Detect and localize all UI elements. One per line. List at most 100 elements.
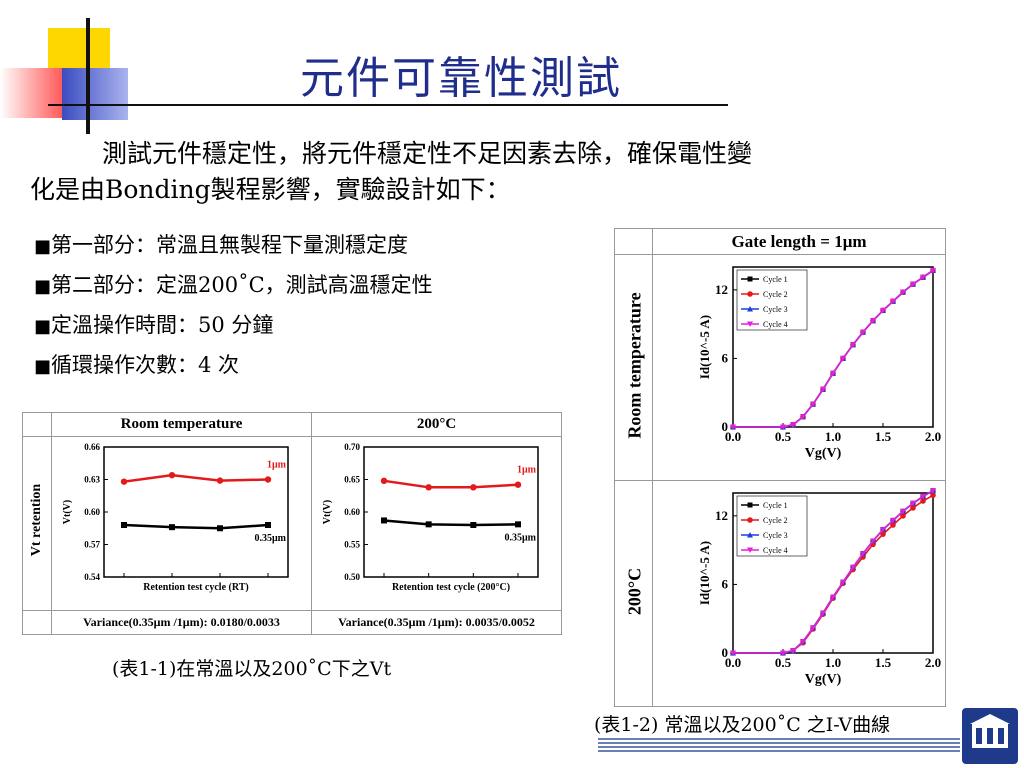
deco-vertical-line [86, 18, 90, 134]
y-tick-label: 6 [722, 576, 729, 591]
series-line [123, 473, 269, 483]
table1-caption: (表1-1)在常溫以及200˚C下之Vt [112, 658, 392, 680]
list-item: ■第二部分：定溫200˚C，測試高溫穩定性 [34, 266, 433, 306]
data-point [747, 306, 753, 312]
data-point [900, 513, 906, 519]
data-point [810, 625, 816, 631]
data-point [380, 477, 388, 484]
data-point [747, 517, 753, 523]
x-tick-label: 1.5 [875, 429, 892, 444]
y-axis-label: Vt(V) [62, 500, 73, 524]
bullet-text: 第一部分：常溫且無製程下量測穩定度 [51, 233, 409, 257]
data-point [900, 289, 906, 296]
data-point [470, 484, 477, 491]
data-point [425, 484, 432, 491]
legend-label: Cycle 1 [763, 501, 788, 510]
table-corner-cell [22, 610, 52, 635]
legend-label: Cycle 2 [763, 290, 788, 299]
legend-label: Cycle 3 [763, 305, 788, 314]
intro-line-2: 化是由Bonding製程影響，實驗設計如下： [30, 175, 511, 204]
data-point [264, 476, 272, 483]
iv-200c-chart: 0.0 0.5 1.0 1.5 2.0 0 6 12 Vg(V) Id(10^-5 A) Cycle… [697, 487, 941, 687]
y-tick-label: 0 [722, 645, 729, 660]
deco-red-block [0, 68, 62, 118]
y-tick-label: 12 [715, 282, 728, 297]
building-icon [970, 714, 1010, 748]
y-axis-label: Vt(V) [322, 500, 333, 524]
list-item: ■第一部分：常溫且無製程下量測穩定度 [34, 226, 433, 266]
bullet-marker: ■ [34, 276, 52, 297]
series-line [383, 479, 519, 489]
data-point [730, 650, 736, 656]
vt-retention-table: Room temperature 200°C Vt retention 0.54… [22, 412, 562, 635]
legend-label: Cycle 2 [763, 516, 788, 525]
data-point [514, 481, 522, 488]
y-axis-label: Id(10^-5 A) [697, 315, 712, 379]
data-point [920, 493, 926, 500]
data-point [850, 564, 856, 571]
data-point [780, 650, 786, 656]
data-point [730, 424, 736, 430]
x-tick-label: 1.5 [875, 655, 892, 670]
series-label: 1μm [267, 460, 287, 471]
row-label-room-temperature: Room temperature [624, 292, 645, 439]
y-tick-label: 0.63 [84, 475, 100, 485]
data-point [900, 508, 906, 515]
data-point [470, 522, 477, 528]
data-point [890, 298, 896, 305]
header-200c: 200°C [311, 412, 562, 437]
x-tick-label: 1.0 [825, 655, 841, 670]
data-point [860, 329, 866, 336]
bullet-text: 第二部分：定溫200˚C，測試高溫穩定性 [51, 273, 433, 297]
slide-title: 元件可靠性測試 [300, 53, 622, 104]
y-tick-label: 0.57 [84, 540, 100, 550]
series-label: 1μm [517, 465, 537, 476]
data-point [381, 517, 388, 524]
data-point [820, 386, 826, 393]
data-point [840, 579, 846, 586]
plot-frame [103, 446, 289, 578]
data-point [850, 342, 856, 348]
data-point [920, 274, 926, 281]
data-point [747, 291, 753, 297]
vt-200c-chart-cell: 0.50 0.55 0.60 0.65 0.70 Vt(V) Retention test … [311, 436, 562, 611]
data-point [120, 478, 128, 485]
data-point [800, 639, 806, 645]
data-point [168, 471, 176, 479]
data-point [910, 505, 916, 511]
data-point [790, 422, 796, 428]
data-point [930, 488, 936, 494]
university-logo-icon [962, 708, 1018, 764]
series-label: 0.35μm [255, 533, 287, 544]
data-point [930, 267, 936, 274]
x-tick-label: 0.5 [775, 655, 792, 670]
series-line [383, 519, 519, 527]
row-label-200c: 200°C [624, 567, 645, 616]
data-point [840, 355, 846, 362]
x-axis-label: Retention test cycle (RT) [143, 582, 248, 593]
row-label-cell: Room temperature [614, 254, 653, 481]
legend-label: Cycle 4 [763, 320, 788, 329]
legend-label: Cycle 1 [763, 275, 788, 284]
deco-horizontal-line [48, 104, 728, 106]
row-label-cell: 200°C [614, 480, 653, 707]
x-tick-label: 0.5 [775, 429, 792, 444]
data-point [860, 551, 866, 557]
table-corner-cell [22, 412, 52, 437]
x-tick-label: 2.0 [925, 655, 941, 670]
bullet-text: 循環操作次數：4 次 [51, 353, 240, 377]
y-tick-label: 0 [722, 419, 729, 434]
vt-rt-chart: 0.54 0.57 0.60 0.63 0.66 Vt(V) Retention test … [62, 442, 289, 593]
data-point [890, 517, 896, 524]
series-label: 0.35μm [505, 532, 537, 543]
y-tick-label: 12 [715, 508, 728, 523]
x-axis-label: Vg(V) [805, 672, 842, 687]
y-tick-label: 0.50 [344, 572, 360, 582]
data-point [890, 522, 896, 528]
table-corner-cell [614, 228, 653, 255]
x-axis-label: Retention test cycle (200°C) [392, 582, 510, 593]
list-item: ■定溫操作時間：50 分鐘 [34, 306, 433, 346]
data-point [930, 492, 936, 499]
data-point [800, 414, 806, 420]
y-tick-label: 0.55 [344, 540, 360, 550]
